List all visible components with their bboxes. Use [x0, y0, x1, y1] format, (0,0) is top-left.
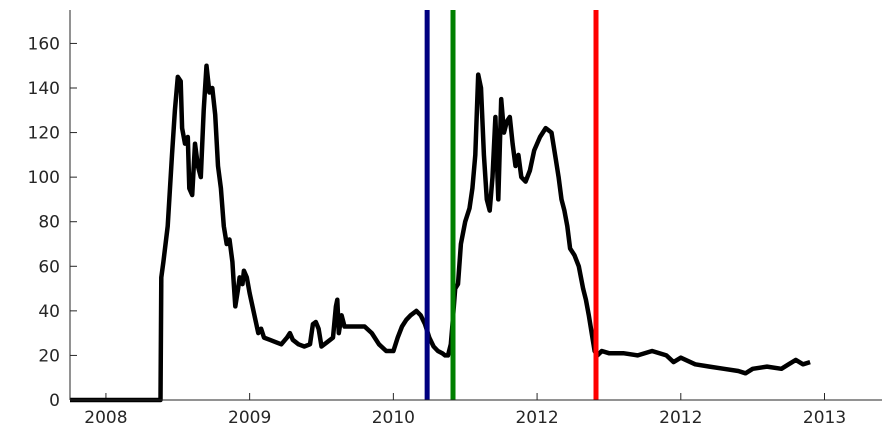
y-tick-label: 60: [38, 257, 60, 277]
x-tick-label: 2013: [803, 408, 846, 425]
x-tick-label: 2010: [372, 408, 415, 425]
y-tick-label: 20: [38, 346, 60, 366]
y-tick-label: 0: [49, 391, 60, 411]
y-tick-label: 40: [38, 302, 60, 322]
x-tick-labels: 2008 2009 2010 2012 2012 2013: [84, 408, 846, 425]
plot-frame: [70, 10, 882, 400]
y-tick-label: 120: [28, 124, 60, 144]
axis-ticks: [70, 42, 826, 401]
y-tick-label: 80: [38, 213, 60, 233]
data-series-line: [70, 63, 811, 403]
x-tick-label: 2009: [228, 408, 271, 425]
x-tick-label: 2012: [659, 408, 702, 425]
y-tick-labels: 0 20 40 60 80 100 120 140 160: [28, 34, 60, 411]
x-tick-label: 2012: [515, 408, 558, 425]
y-tick-label: 140: [28, 79, 60, 99]
y-tick-label: 100: [28, 168, 60, 188]
x-tick-label: 2008: [84, 408, 127, 425]
vertical-markers: [424, 10, 599, 400]
y-tick-label: 160: [28, 34, 60, 54]
